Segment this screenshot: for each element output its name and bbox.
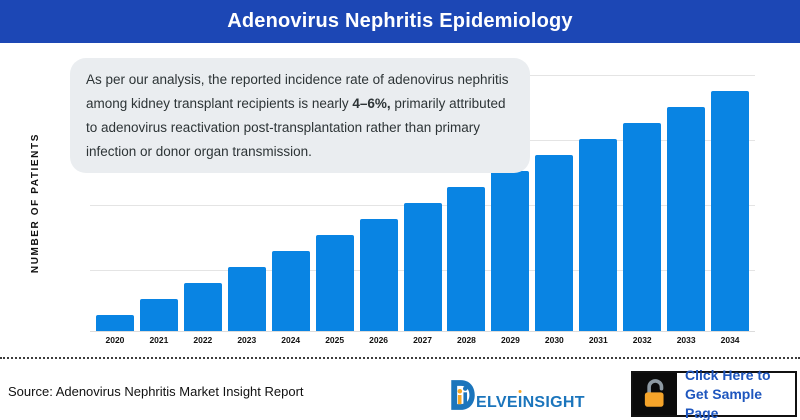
- footer-divider: [0, 357, 800, 359]
- bar-2025: [315, 235, 354, 331]
- bar-col-2020: [93, 75, 137, 331]
- x-tick-2023: 2023: [237, 335, 257, 345]
- delveinsight-logo-icon: [451, 380, 475, 410]
- bar-2034: [711, 91, 750, 331]
- x-tick-2026: 2026: [369, 335, 389, 345]
- bar-col-2026: [357, 75, 401, 331]
- x-tick-2024: 2024: [281, 335, 301, 345]
- bar-2033: [667, 107, 706, 331]
- bar-col-2021: [137, 75, 181, 331]
- header-banner: Adenovirus Nephritis Epidemiology: [0, 0, 800, 43]
- x-tick-2032: 2032: [632, 335, 652, 345]
- bar-col-2029: [488, 75, 532, 331]
- bar-2023: [227, 267, 266, 331]
- x-tick-2031: 2031: [588, 335, 608, 345]
- x-tick-2022: 2022: [193, 335, 213, 345]
- bar-col-2022: [181, 75, 225, 331]
- x-tick-2030: 2030: [544, 335, 564, 345]
- bar-2022: [183, 283, 222, 331]
- open-lock-icon: [644, 379, 664, 407]
- delveinsight-logo-text: ELVEINSIGHT: [476, 394, 585, 411]
- x-tick-2021: 2021: [149, 335, 169, 345]
- bar-2028: [447, 187, 486, 331]
- bar-2029: [491, 171, 530, 331]
- callout-text-after: primarily attributed to adenovirus react…: [86, 96, 506, 159]
- bar-2024: [271, 251, 310, 331]
- bar-2031: [579, 139, 618, 331]
- callout-bold-value: 4–6%,: [352, 96, 391, 111]
- analysis-callout: As per our analysis, the reported incide…: [70, 58, 530, 173]
- page-title: Adenovirus Nephritis Epidemiology: [227, 10, 573, 32]
- callout-text-before: As per our analysis, the reported incide…: [86, 72, 509, 111]
- y-axis-label: NUMBER OF PATIENTS: [30, 133, 41, 274]
- bar-2027: [403, 203, 442, 331]
- bar-col-2034: [708, 75, 752, 331]
- bar-col-2028: [445, 75, 489, 331]
- x-tick-2029: 2029: [500, 335, 520, 345]
- x-tick-2025: 2025: [325, 335, 345, 345]
- bar-2021: [139, 299, 178, 331]
- logo-dotted-i: I: [517, 394, 523, 411]
- bar-2030: [535, 155, 574, 331]
- bar-2032: [623, 123, 662, 331]
- bar-col-2031: [576, 75, 620, 331]
- bar-col-2027: [401, 75, 445, 331]
- x-tick-2027: 2027: [413, 335, 432, 345]
- cta-label: Click Here to Get Sample Page: [685, 366, 771, 420]
- bar-col-2030: [532, 75, 576, 331]
- bars: [90, 75, 755, 331]
- x-tick-2033: 2033: [676, 335, 696, 345]
- x-tick-2028: 2028: [457, 335, 476, 345]
- bar-col-2025: [313, 75, 357, 331]
- bar-col-2033: [664, 75, 708, 331]
- x-tick-2020: 2020: [105, 335, 125, 345]
- get-sample-page-button[interactable]: Click Here to Get Sample Page: [631, 366, 797, 420]
- bar-col-2024: [269, 75, 313, 331]
- lock-icon-box: [633, 373, 677, 415]
- bar-2020: [95, 315, 134, 331]
- bar-2026: [359, 219, 398, 331]
- delveinsight-logo: ELVEINSIGHT: [448, 379, 585, 411]
- x-tick-2034: 2034: [720, 335, 740, 345]
- source-note: Source: Adenovirus Nephritis Market Insi…: [8, 384, 304, 399]
- x-labels: 2020 2021 2022 2023 2024 2025 2026 2027 2028 2029…: [90, 335, 755, 345]
- bar-col-2032: [620, 75, 664, 331]
- bar-col-2023: [225, 75, 269, 331]
- bar-chart-plot-area: [90, 75, 755, 332]
